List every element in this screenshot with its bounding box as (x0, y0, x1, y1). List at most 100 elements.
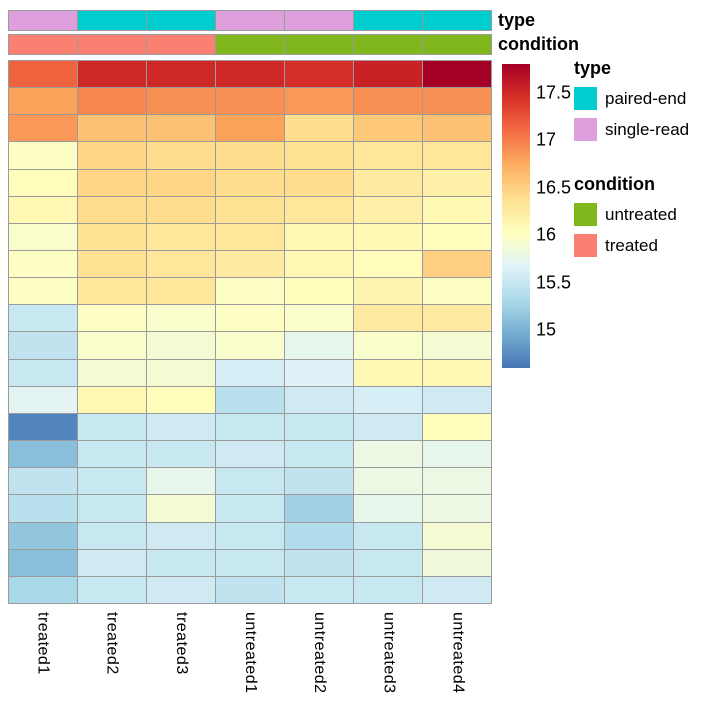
heatmap-cell (9, 142, 77, 169)
heatmap-cell (9, 115, 77, 142)
legend-entry-label: treated (605, 235, 658, 255)
heatmap-cell (78, 251, 146, 278)
heatmap-cell (9, 196, 77, 223)
heatmap-cell (285, 495, 353, 522)
heatmap-cell (78, 142, 146, 169)
heatmap-cell (9, 251, 77, 278)
heatmap-cell (285, 223, 353, 251)
heatmap-cell (147, 468, 215, 495)
heatmap-cell (9, 495, 77, 522)
legend-swatch-icon (574, 87, 597, 110)
heatmap-cell (78, 115, 146, 142)
legend-condition: condition untreated treated (574, 174, 677, 265)
heatmap-cell (216, 549, 284, 576)
heatmap-cell (78, 305, 146, 332)
heatmap-cell (216, 495, 284, 522)
heatmap-cell (147, 196, 215, 223)
heatmap-cell (216, 576, 284, 603)
heatmap-cell (285, 278, 353, 305)
heatmap-cell (147, 522, 215, 549)
heatmap-cell (285, 441, 353, 468)
annotation-label-condition: condition (498, 34, 579, 54)
heatmap-cell (423, 251, 491, 278)
legend-type-entries: paired-end single-read (574, 87, 689, 141)
heatmap-cell (216, 223, 284, 251)
heatmap-cell (423, 359, 491, 386)
heatmap-cell (9, 61, 77, 88)
annotation-cell-condition (147, 35, 215, 54)
annotation-cell-condition (285, 35, 353, 54)
heatmap-cell (423, 576, 491, 603)
heatmap-cell (216, 386, 284, 413)
heatmap-cell (285, 196, 353, 223)
heatmap-cell (423, 196, 491, 223)
heatmap-cell (78, 386, 146, 413)
legend-swatch-icon (574, 234, 597, 257)
heatmap-cell (147, 441, 215, 468)
heatmap-cell (78, 495, 146, 522)
legend-entry-condition: untreated (574, 203, 677, 226)
heatmap-cell (354, 305, 422, 332)
heatmap-cell (423, 332, 491, 359)
heatmap-cell (354, 576, 422, 603)
heatmap-cell (147, 305, 215, 332)
heatmap-cell (9, 359, 77, 386)
heatmap-cell (423, 495, 491, 522)
heatmap-cell (9, 169, 77, 196)
heatmap-cell (285, 413, 353, 441)
legend-swatch-icon (574, 118, 597, 141)
heatmap-cell (78, 549, 146, 576)
heatmap-cell (147, 223, 215, 251)
heatmap-cell (285, 115, 353, 142)
heatmap-cell (354, 251, 422, 278)
annotation-cell-condition (78, 35, 146, 54)
annotation-cell-type (354, 11, 422, 30)
heatmap-cell (423, 61, 491, 88)
heatmap-cell (9, 522, 77, 549)
heatmap-cell (216, 196, 284, 223)
heatmap-cell (147, 142, 215, 169)
column-label: treated3 (172, 612, 190, 675)
annotation-cell-type (423, 11, 491, 30)
heatmap-cell (354, 196, 422, 223)
heatmap-cell (216, 115, 284, 142)
legend-condition-title: condition (574, 174, 655, 194)
heatmap-cell (423, 468, 491, 495)
heatmap-cell (78, 441, 146, 468)
legend-swatch-icon (574, 203, 597, 226)
heatmap-cell (354, 61, 422, 88)
heatmap-cell (216, 142, 284, 169)
heatmap-cell (354, 522, 422, 549)
heatmap-cell (147, 61, 215, 88)
column-label: untreated4 (449, 612, 467, 694)
heatmap-cell (78, 61, 146, 88)
heatmap-cell (423, 115, 491, 142)
heatmap-cell (78, 413, 146, 441)
column-label: treated2 (103, 612, 121, 675)
heatmap-cell (423, 169, 491, 196)
heatmap-cell (9, 576, 77, 603)
heatmap-cell (147, 332, 215, 359)
heatmap-cell (216, 88, 284, 115)
heatmap-grid (8, 60, 492, 604)
heatmap-cell (78, 332, 146, 359)
annotation-cell-condition (423, 35, 491, 54)
heatmap-cell (9, 413, 77, 441)
heatmap-cell (9, 441, 77, 468)
heatmap-cell (216, 359, 284, 386)
heatmap-cell (147, 359, 215, 386)
heatmap-cell (423, 88, 491, 115)
annotation-cell-type (147, 11, 215, 30)
heatmap-cell (285, 305, 353, 332)
heatmap-cell (354, 413, 422, 441)
colorbar-tick-label: 16 (536, 224, 557, 245)
heatmap-cell (216, 61, 284, 88)
legend-type-title: type (574, 58, 612, 78)
heatmap-cell (285, 386, 353, 413)
heatmap-cell (423, 142, 491, 169)
heatmap-cell (9, 468, 77, 495)
heatmap-cell (216, 522, 284, 549)
heatmap-cell (147, 115, 215, 142)
heatmap-cell (78, 278, 146, 305)
colorbar-tick-label: 17 (536, 129, 557, 150)
